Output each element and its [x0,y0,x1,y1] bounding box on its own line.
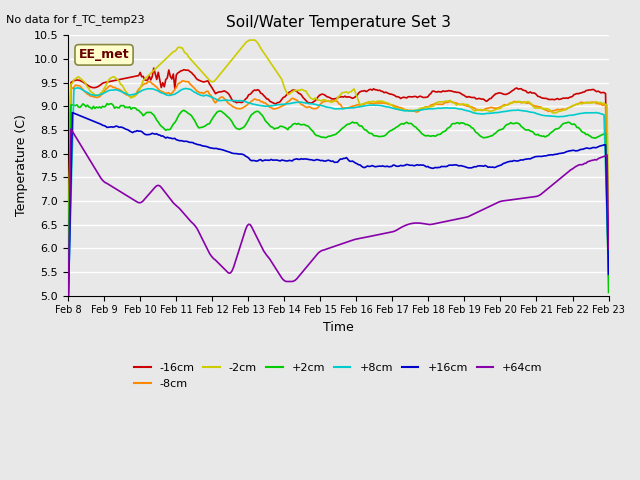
X-axis label: Time: Time [323,321,354,334]
Legend: -16cm, -8cm, -2cm, +2cm, +8cm, +16cm, +64cm: -16cm, -8cm, -2cm, +2cm, +8cm, +16cm, +6… [129,359,547,393]
Text: EE_met: EE_met [79,48,129,61]
Title: Soil/Water Temperature Set 3: Soil/Water Temperature Set 3 [226,15,451,30]
Y-axis label: Temperature (C): Temperature (C) [15,115,28,216]
Text: No data for f_TC_temp23: No data for f_TC_temp23 [6,14,145,25]
